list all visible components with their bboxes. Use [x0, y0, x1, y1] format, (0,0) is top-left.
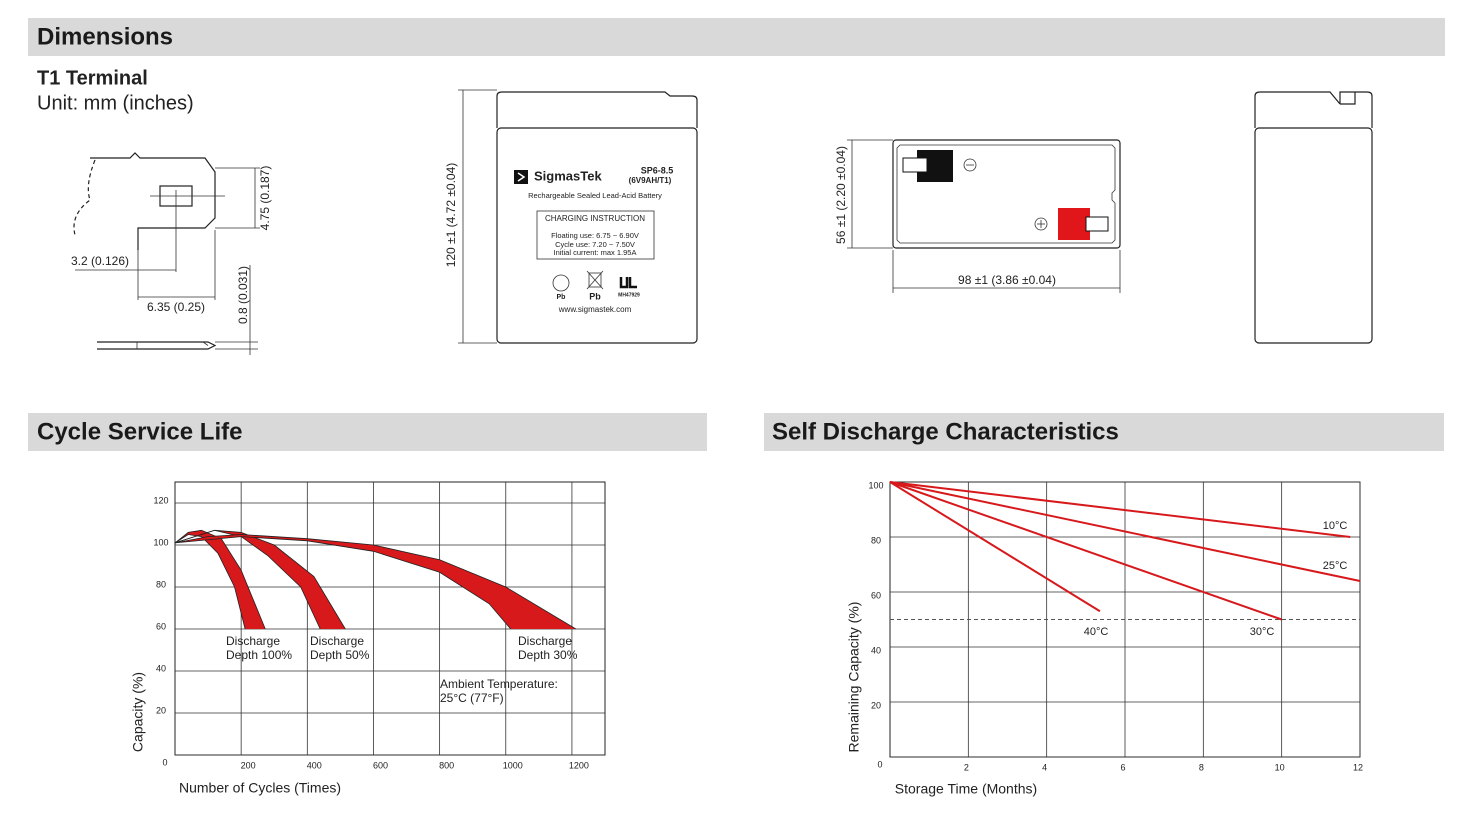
dimension-label: 3.2 (0.126) — [71, 254, 129, 268]
y-tick-label: 80 — [871, 535, 881, 545]
model: SP6-8.5 — [641, 165, 674, 175]
annotation: Discharge — [226, 634, 280, 648]
annotation: Discharge — [310, 634, 364, 648]
annotation: Depth 50% — [310, 648, 370, 662]
x-tick-label: 12 — [1353, 762, 1363, 772]
x-tick-label: 1200 — [569, 760, 589, 770]
spec: (6V9AH/T1) — [629, 176, 672, 185]
battery-front — [458, 89, 698, 344]
description: Rechargeable Sealed Lead-Acid Battery — [528, 191, 662, 200]
x-axis-label: Number of Cycles (Times) — [179, 780, 341, 796]
y-tick-label: 100 — [868, 480, 883, 490]
series-line — [889, 481, 1361, 582]
section-bar — [764, 413, 1444, 451]
y-axis-label: Capacity (%) — [130, 672, 146, 752]
x-axis-label: Storage Time (Months) — [895, 781, 1037, 797]
annotation: Ambient Temperature: — [440, 677, 558, 691]
instruction: Floating use: 6.75 ~ 6.90V — [551, 231, 639, 240]
band-edge — [174, 534, 246, 630]
series-label: 30°C — [1250, 626, 1275, 638]
mark-label: MH47929 — [618, 292, 640, 298]
annotation: 25°C (77°F) — [440, 691, 504, 705]
y-tick-label: 100 — [153, 537, 168, 547]
x-tick-label: 600 — [373, 760, 388, 770]
x-tick-label: 8 — [1199, 762, 1204, 772]
section-title: Dimensions — [37, 23, 173, 50]
dimension-label: 56 ±1 (2.20 ±0.04) — [834, 146, 848, 244]
instruction: Initial current: max 1.95A — [554, 248, 637, 257]
website: www.sigmastek.com — [558, 305, 632, 314]
battery-side — [1254, 91, 1373, 344]
terminal-title: T1 Terminal — [37, 67, 148, 89]
annotation: Discharge — [518, 634, 572, 648]
unit-text: Unit: mm (inches) — [37, 92, 194, 114]
section-bar — [28, 413, 707, 451]
dimension-label: 98 ±1 (3.86 ±0.04) — [958, 273, 1056, 287]
y-tick-label: 60 — [871, 590, 881, 600]
x-tick-label: 6 — [1120, 762, 1125, 772]
series-label: 25°C — [1323, 560, 1348, 572]
y-tick-label: 80 — [156, 579, 166, 589]
x-tick-label: 200 — [241, 760, 256, 770]
annotation: Depth 100% — [226, 648, 292, 662]
section-bar — [28, 18, 1445, 56]
instruction: Cycle use: 7.20 ~ 7.50V — [555, 240, 635, 249]
x-tick-label: 1000 — [503, 760, 523, 770]
y-tick-label: 0 — [877, 759, 882, 769]
band-area — [175, 534, 576, 629]
y-tick-label: 20 — [871, 700, 881, 710]
annotation: Depth 30% — [518, 648, 578, 662]
band-area — [175, 530, 266, 629]
x-tick-label: 10 — [1275, 762, 1285, 772]
y-tick-label: 0 — [162, 757, 167, 767]
band-edge — [174, 529, 266, 630]
brand: SigmasTek — [534, 168, 602, 183]
y-axis-label: Remaining Capacity (%) — [846, 602, 862, 753]
y-tick-label: 120 — [153, 495, 168, 505]
x-tick-label: 2 — [964, 762, 969, 772]
series-line — [889, 481, 1351, 538]
band-edge — [174, 529, 321, 630]
y-tick-label: 20 — [156, 705, 166, 715]
band-edge — [174, 536, 512, 630]
series-line — [889, 481, 1101, 613]
mark-label: Pb — [589, 291, 601, 301]
series-label: 40°C — [1084, 626, 1109, 638]
y-tick-label: 60 — [156, 621, 166, 631]
x-tick-label: 4 — [1042, 762, 1047, 772]
dimension-label: 4.75 (0.187) — [258, 166, 272, 231]
terminal-drawing — [73, 152, 260, 355]
series-line — [889, 481, 1283, 621]
y-tick-label: 40 — [156, 663, 166, 673]
instruction-title: CHARGING INSTRUCTION — [545, 214, 645, 223]
series-label: 10°C — [1323, 520, 1348, 532]
battery-top — [847, 139, 1121, 293]
dimension-label: 6.35 (0.25) — [147, 300, 205, 314]
x-tick-label: 400 — [307, 760, 322, 770]
section-title: Cycle Service Life — [37, 418, 242, 445]
dimension-label: 0.8 (0.031) — [236, 266, 250, 324]
y-tick-label: 40 — [871, 645, 881, 655]
x-tick-label: 800 — [439, 760, 454, 770]
dimension-label: 120 ±1 (4.72 ±0.04) — [444, 163, 458, 268]
mark-label: Pb — [557, 294, 566, 301]
band-edge — [174, 534, 577, 630]
section-title: Self Discharge Characteristics — [772, 418, 1119, 445]
